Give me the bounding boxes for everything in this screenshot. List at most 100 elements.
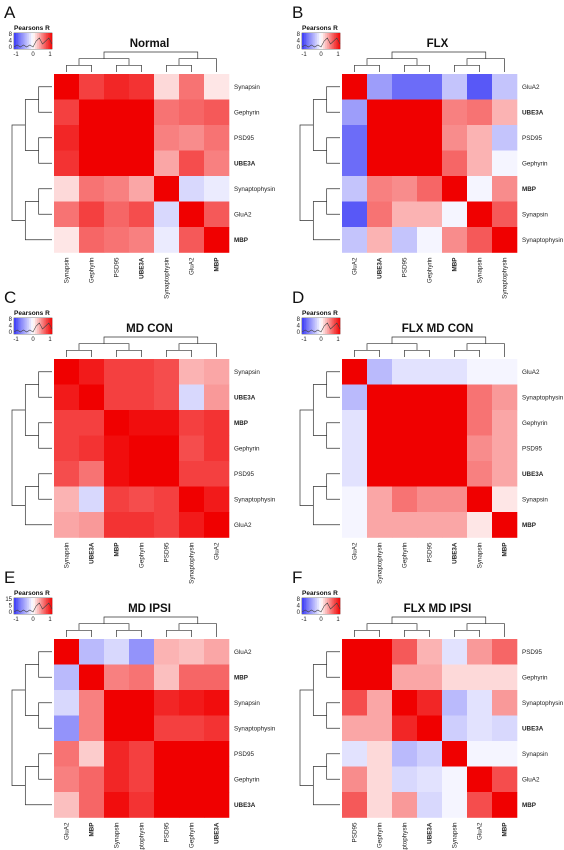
heatmap-cell [79,461,105,487]
color-key-swatch [336,598,339,614]
heatmap-cell [104,201,130,228]
color-key-y-tick: 5 [9,604,13,610]
col-dendrogram-branch [103,616,199,624]
col-label: Synaptophysin [164,257,171,299]
col-dendrogram-branch [354,64,380,72]
heatmap-cell [79,384,105,411]
color-key-histogram [301,602,341,613]
color-key-swatch [302,318,305,334]
heatmap-cell [129,512,155,538]
color-key-x-tick: 0 [31,617,35,623]
heatmap-cell [392,99,418,126]
heatmap-cell [392,176,418,202]
heatmap-cell [54,512,80,538]
color-key-histogram [13,322,53,333]
color-key-swatch [31,318,34,334]
heatmap-cell [129,461,155,487]
color-key-y-tick: 8 [297,317,301,323]
row-dendrogram-branch [326,137,340,164]
color-key-swatch [309,598,312,614]
heatmap-cell [204,74,230,100]
heatmap-cell [492,201,518,228]
color-key-title: Pearsons R [14,310,50,317]
color-key-y-tick: 4 [297,324,301,330]
heatmap-cell [104,639,130,665]
color-key-y-tick: 4 [297,604,301,610]
heatmap-cell [54,690,80,716]
color-key-swatch [338,318,341,334]
color-key-swatch [19,318,22,334]
heatmap-cell [492,410,518,436]
color-key-title: Pearsons R [14,590,50,597]
color-key-swatch [338,598,341,614]
color-key-swatch [33,318,36,334]
col-label: MBP [502,543,509,557]
heatmap-cell [54,359,80,385]
row-label: Gephyrin [522,160,548,167]
heatmap-cell [179,74,205,100]
col-label: Gephyrin [427,257,434,283]
heatmap-cell [79,74,105,100]
color-key-x-tick: 0 [31,52,35,58]
color-key-x-tick: -1 [301,337,307,343]
color-key-swatch [302,33,305,49]
heatmap-cell [154,125,180,151]
col-label: GluA2 [64,822,71,840]
heatmap-cell [392,715,418,742]
heatmap-cell [467,435,493,462]
row-label: PSD95 [234,751,254,758]
row-dendrogram-branch [24,384,39,436]
heatmap-cell [467,227,493,253]
col-dendrogram-branch [404,349,430,357]
heatmap-cell [104,664,130,691]
panel-letter: A [4,3,16,22]
col-dendrogram-branch [366,623,418,631]
row-label: MBP [522,522,536,529]
heatmap-cell [467,715,493,742]
heatmap-cell [104,410,130,436]
color-key-swatch [31,33,34,49]
row-label: Synaptophysin [522,700,564,707]
color-key-swatch [307,33,310,49]
color-key-swatch [307,318,310,334]
heatmap-cell [104,227,130,253]
heatmap-cell [417,486,443,513]
heatmap-cell [467,486,493,513]
heatmap-cell [204,125,230,151]
color-key-swatch [311,33,314,49]
color-key-swatch [48,598,51,614]
color-key-swatch [307,598,310,614]
col-dendrogram-branch [391,336,487,344]
col-dendrogram-branch [404,64,430,72]
color-key-x-tick: 1 [336,52,340,58]
heatmap-cell [467,201,493,228]
color-key-swatch [17,598,20,614]
color-key-x-tick: 1 [336,617,340,623]
col-label: Gephyrin [139,542,146,568]
row-dendrogram-branch [326,371,340,398]
heatmap-cell [154,792,180,818]
heatmap-cell [367,150,393,177]
heatmap-cell [154,639,180,665]
color-key-swatch [29,598,32,614]
color-key-swatch [305,318,308,334]
row-label: UBE3A [234,160,256,167]
heatmap-cell [417,74,443,100]
row-label: GluA2 [522,369,540,376]
row-label: Synaptophysin [234,186,276,193]
heatmap-cell [342,410,368,436]
heatmap-cell [392,792,418,818]
heatmap-cell [367,766,393,793]
heatmap-cell [179,639,205,665]
color-key-swatch [21,318,24,334]
color-key-swatch [23,598,26,614]
color-key-y-tick: 0 [297,45,301,51]
row-dendrogram-branch [38,702,52,729]
heatmap-cell [392,227,418,253]
color-key-x-tick: 1 [48,617,52,623]
heatmap-cell [442,435,468,462]
color-key-swatch [15,598,18,614]
panel-letter: B [292,3,303,22]
color-key-swatch [324,318,327,334]
